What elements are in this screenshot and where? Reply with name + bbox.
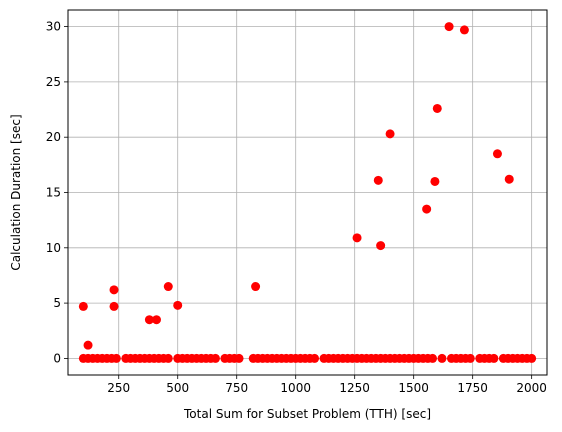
x-axis-label: Total Sum for Subset Problem (TTH) [sec]: [183, 407, 431, 421]
data-point: [173, 300, 183, 310]
data-point: [373, 175, 383, 185]
data-point: [310, 353, 320, 363]
x-tick-label: 500: [166, 381, 189, 395]
grid: [68, 10, 547, 375]
data-point: [527, 353, 537, 363]
y-axis-label: Calculation Duration [sec]: [9, 114, 23, 270]
data-point: [83, 340, 93, 350]
data-point: [144, 315, 154, 325]
y-tick-label: 10: [46, 241, 61, 255]
y-tick-label: 0: [53, 351, 61, 365]
data-point: [210, 353, 220, 363]
data-point: [251, 282, 261, 292]
data-point: [465, 353, 475, 363]
x-tick-label: 1500: [398, 381, 429, 395]
data-point: [422, 204, 432, 214]
y-tick-label: 25: [46, 75, 61, 89]
data-point: [492, 149, 502, 159]
data-point: [151, 315, 161, 325]
x-tick-label: 750: [225, 381, 248, 395]
y-tick-label: 30: [46, 20, 61, 34]
x-tick-label: 250: [107, 381, 130, 395]
x-tick-label: 2000: [516, 381, 547, 395]
y-tick-label: 20: [46, 130, 61, 144]
data-point: [234, 353, 244, 363]
data-point: [163, 282, 173, 292]
data-point: [489, 353, 499, 363]
data-point: [459, 25, 469, 35]
x-tick-label: 1250: [339, 381, 370, 395]
data-point: [111, 353, 121, 363]
data-point: [78, 301, 88, 311]
x-tick-label: 1750: [457, 381, 488, 395]
data-point: [504, 174, 514, 184]
data-point: [430, 176, 440, 186]
data-point: [444, 22, 454, 32]
data-point: [432, 103, 442, 113]
data-point: [163, 353, 173, 363]
x-axis-ticks: 250 500 750 1000 1250 1500 1750 2000: [107, 375, 547, 395]
y-tick-label: 15: [46, 186, 61, 200]
data-point: [376, 241, 386, 251]
x-tick-label: 1000: [280, 381, 311, 395]
data-point: [109, 285, 119, 295]
data-point: [385, 129, 395, 139]
data-point: [352, 233, 362, 243]
data-point: [109, 301, 119, 311]
data-points: [78, 22, 537, 363]
y-tick-label: 5: [53, 296, 61, 310]
data-point: [428, 353, 438, 363]
data-point: [437, 353, 447, 363]
y-axis-ticks: 0 5 10 15 20 25 30: [46, 20, 68, 365]
